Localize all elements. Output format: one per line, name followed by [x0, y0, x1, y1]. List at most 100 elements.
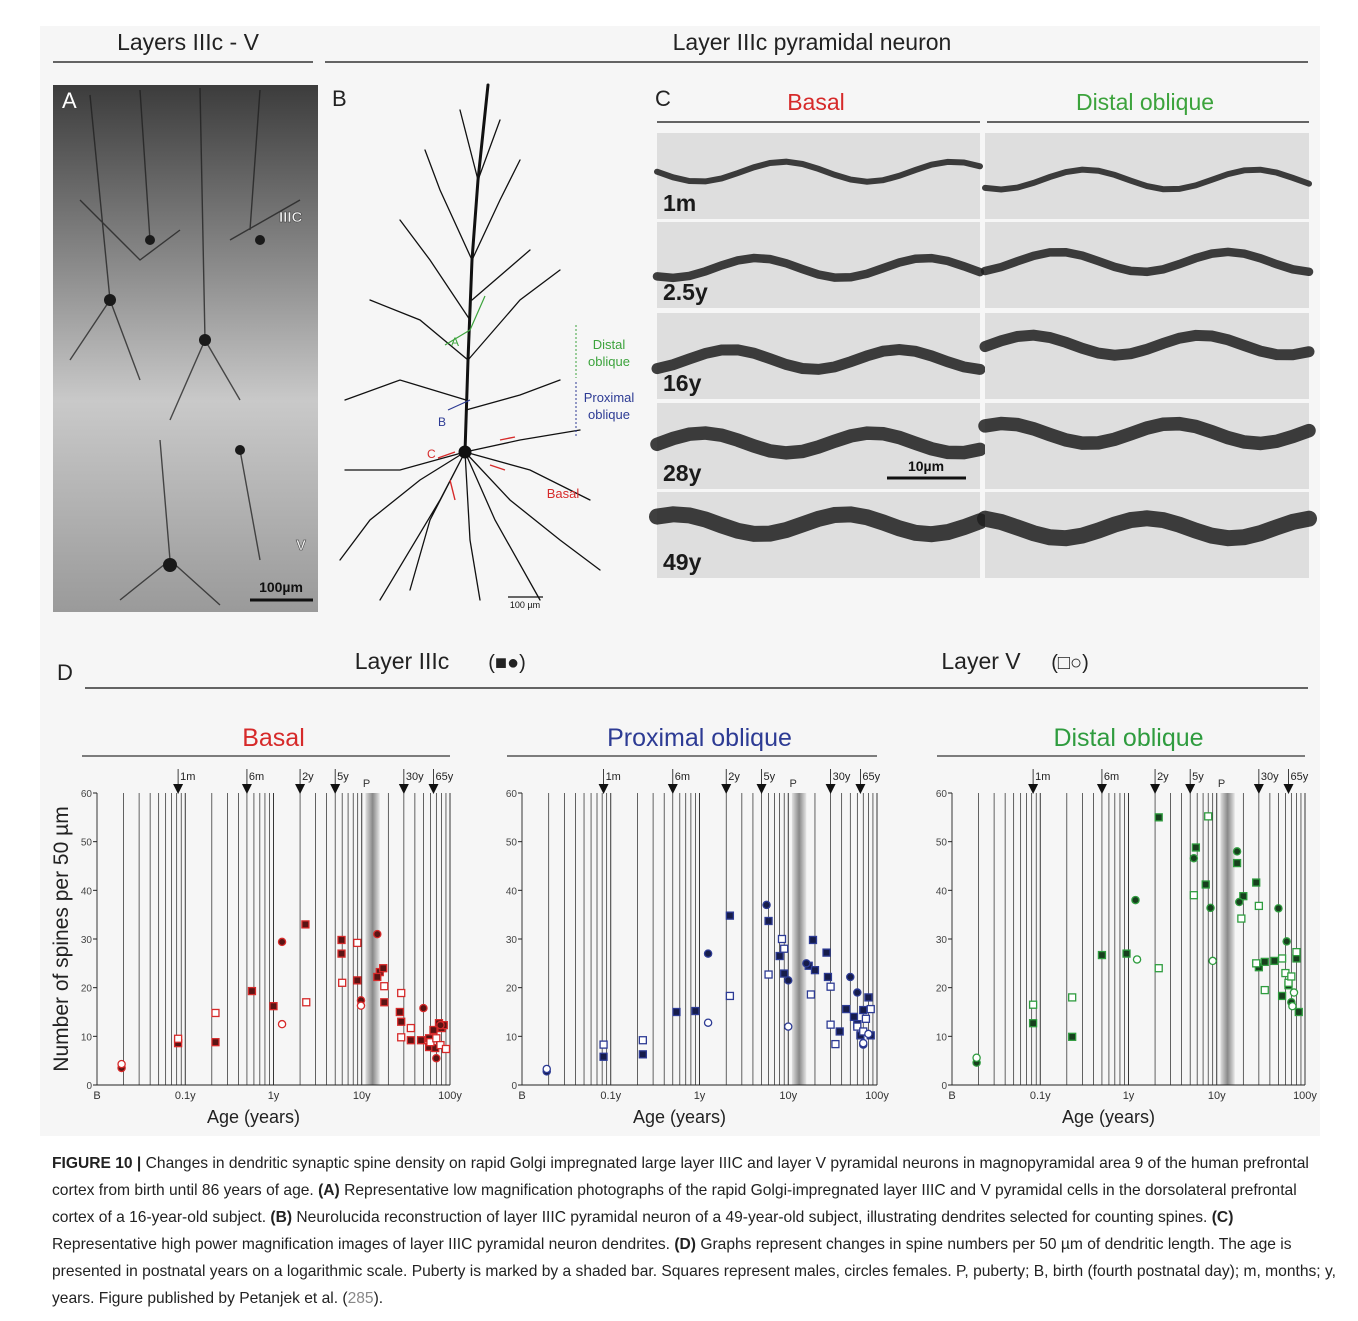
y-tick-label: 20 — [506, 984, 518, 995]
y-tick-label: 30 — [506, 935, 518, 946]
square-point — [780, 969, 789, 978]
group-label: Layer IIIc — [355, 648, 450, 674]
caption-text: Representative low magnification photogr… — [52, 1182, 1297, 1226]
x-tick-label: 1y — [268, 1090, 280, 1102]
column-title: Distal oblique — [1076, 89, 1214, 115]
x-tick-label: 0.1y — [175, 1090, 196, 1102]
x-tick-label: 100y — [865, 1090, 889, 1102]
square-point — [672, 1007, 681, 1017]
square-point — [1189, 891, 1198, 900]
x-tick-label: 1y — [694, 1090, 706, 1102]
age-marker-label: 1m — [606, 771, 621, 783]
age-marker-label: 1m — [180, 771, 195, 783]
circle-point — [1289, 988, 1299, 997]
puberty-label: P — [1218, 778, 1225, 790]
puberty-band — [1220, 793, 1235, 1085]
circle-point — [846, 972, 855, 982]
age-marker-label: 6m — [249, 771, 264, 783]
micrograph — [53, 85, 318, 612]
puberty-band — [365, 793, 380, 1085]
x-tick-label: 0.1y — [1030, 1090, 1051, 1102]
y-tick-label: 0 — [941, 1081, 947, 1092]
y-tick-label: 60 — [506, 789, 518, 800]
square-point — [810, 965, 820, 975]
square-point — [173, 1034, 183, 1043]
age-label: 1m — [663, 190, 696, 216]
square-point — [1097, 950, 1107, 960]
square-point — [1254, 901, 1264, 911]
square-point — [406, 1036, 415, 1045]
caption-text: (A) — [318, 1182, 340, 1199]
y-tick-label: 10 — [506, 1032, 518, 1043]
age-marker-label: 65y — [435, 771, 453, 783]
square-point — [416, 1036, 426, 1045]
layer-label: V — [296, 537, 306, 554]
dendrite — [651, 343, 986, 375]
age-marker — [1283, 784, 1294, 794]
caption: FIGURE 10 | Changes in dendritic synapti… — [52, 1150, 1342, 1312]
dendrite — [982, 166, 1312, 193]
square-point — [1122, 949, 1131, 958]
chart-title: Distal oblique — [1053, 724, 1203, 752]
column-title: Basal — [787, 89, 845, 115]
x-tick-label: 10y — [353, 1090, 371, 1102]
square-point — [1028, 1019, 1038, 1028]
dendrite — [979, 329, 1315, 361]
puberty-band — [791, 793, 807, 1085]
square-point — [406, 1023, 415, 1033]
panel-d-header: D Layer IIIc (■●) Layer V (□○) Number of… — [50, 648, 1308, 1072]
square-point — [864, 993, 873, 1002]
caption-text: Graphs represent changes in spine number… — [52, 1236, 1336, 1307]
age-marker — [1150, 784, 1161, 794]
x-tick-label: 100y — [1293, 1090, 1317, 1102]
panel-a: A IIIC V 100µm — [53, 85, 318, 612]
square-point — [429, 1025, 438, 1035]
age-marker-label: 1m — [1035, 771, 1050, 783]
dendrite — [977, 510, 1317, 547]
square-point — [831, 1039, 840, 1049]
x-tick-label: B — [948, 1090, 955, 1102]
dendrite — [654, 158, 983, 185]
circle-point — [436, 1020, 445, 1030]
square-point — [1232, 858, 1242, 868]
circle-point — [864, 1029, 873, 1039]
x-tick-label: B — [518, 1090, 525, 1102]
square-point — [211, 1008, 220, 1018]
square-point — [1068, 1032, 1077, 1041]
age-marker-label: 65y — [1290, 771, 1308, 783]
dendrite — [649, 506, 988, 543]
scale-label: 100µm — [259, 579, 303, 595]
square-point — [1294, 1007, 1303, 1017]
square-point — [691, 1006, 700, 1016]
square-point — [380, 998, 389, 1007]
circle-point — [972, 1053, 981, 1062]
age-marker-label: 2y — [302, 771, 314, 783]
square-point — [1237, 914, 1246, 923]
dendrite-mark: A — [451, 335, 459, 349]
age-marker — [295, 784, 306, 794]
age-marker-label: 2y — [728, 771, 740, 783]
header-right: Layer IIIc pyramidal neuron — [673, 29, 952, 55]
square-point — [599, 1040, 608, 1049]
age-marker-label: 30y — [833, 771, 851, 783]
y-tick-label: 50 — [81, 838, 93, 849]
square-point — [826, 982, 835, 991]
square-point — [775, 951, 784, 961]
group-symbols: (■●) — [488, 652, 525, 674]
circle-point — [762, 900, 771, 910]
y-tick-label: 40 — [936, 886, 948, 897]
circle-point — [356, 1001, 366, 1010]
circle-point — [542, 1064, 551, 1074]
y-tick-label: 60 — [81, 789, 93, 800]
square-point — [380, 982, 389, 991]
square-point — [1277, 991, 1287, 1001]
square-point — [395, 1007, 404, 1017]
region-label: oblique — [588, 407, 630, 422]
square-point — [397, 1033, 406, 1042]
square-point — [853, 1022, 862, 1031]
age-label: 16y — [663, 370, 702, 396]
square-point — [822, 948, 831, 957]
caption-text: Changes in dendritic synaptic spine dens… — [52, 1155, 1309, 1199]
reference-link[interactable]: 285 — [347, 1290, 374, 1307]
circle-point — [1282, 937, 1291, 946]
